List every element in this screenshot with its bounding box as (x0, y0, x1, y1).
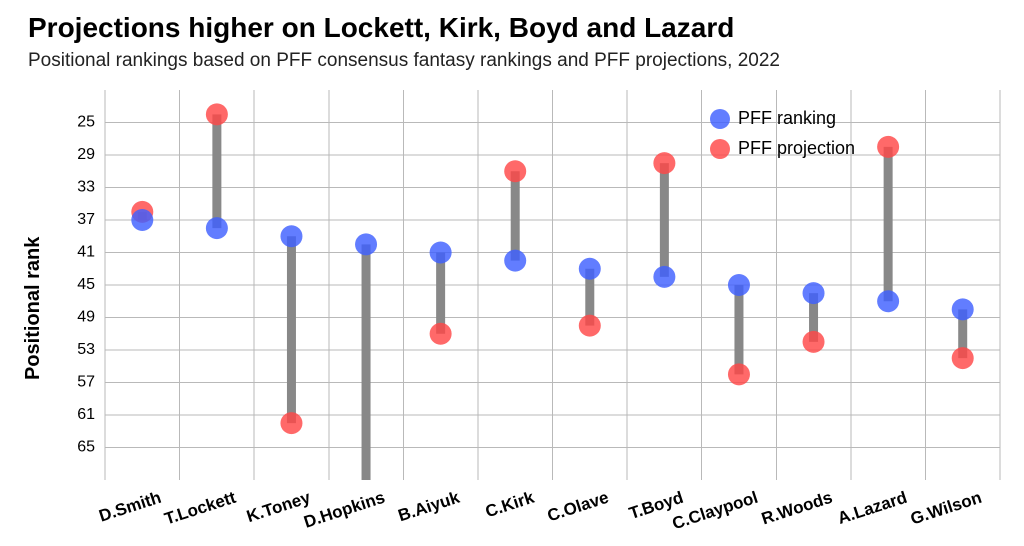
y-tick-label: 45 (77, 276, 95, 293)
y-tick-label: 37 (77, 211, 95, 228)
y-tick-label: 49 (77, 309, 95, 326)
y-tick-label: 29 (77, 146, 95, 163)
legend-dot-icon (710, 139, 730, 159)
legend-label: PFF projection (738, 138, 855, 159)
ranking-dot (728, 274, 750, 296)
legend-item-ranking: PFF ranking (710, 108, 836, 129)
x-tick-label: R.Woods (759, 488, 835, 529)
grid (105, 90, 1000, 480)
y-tick-label: 61 (77, 406, 95, 423)
y-tick-label: 53 (77, 341, 95, 358)
legend-label: PFF ranking (738, 108, 836, 129)
ranking-dot (355, 233, 377, 255)
ranking-dot (877, 290, 899, 312)
ranking-dot (653, 266, 675, 288)
projection-dot (504, 160, 526, 182)
x-tick-label: T.Lockett (162, 488, 238, 529)
ranking-dot (206, 217, 228, 239)
x-tick-label: B.Aiyuk (396, 488, 463, 526)
ranking-dot (952, 298, 974, 320)
ranking-dot (579, 258, 601, 280)
ranking-dot (131, 209, 153, 231)
projection-dot (952, 347, 974, 369)
x-tick-label: D.Smith (97, 488, 164, 526)
projection-dot (579, 315, 601, 337)
projection-dot (430, 323, 452, 345)
ranking-dot (430, 242, 452, 264)
x-tick-label: G.Wilson (908, 488, 984, 529)
x-tick-label: A.Lazard (835, 488, 909, 528)
x-tick-label: C.Claypool (670, 488, 760, 534)
projection-dot (280, 412, 302, 434)
y-tick-label: 33 (77, 179, 95, 196)
ranking-dot (803, 282, 825, 304)
legend-item-projection: PFF projection (710, 138, 855, 159)
y-tick-label: 57 (77, 374, 95, 391)
projection-dot (206, 103, 228, 125)
chart-plot: 2529333741454953576165D.SmithT.LockettK.… (0, 0, 1024, 546)
y-tick-label: 65 (77, 439, 95, 456)
ranking-dot (504, 250, 526, 272)
x-tick-label: C.Olave (545, 488, 611, 526)
y-tick-label: 41 (77, 244, 95, 261)
ranking-dot (280, 225, 302, 247)
projection-dot (653, 152, 675, 174)
projection-dot (728, 363, 750, 385)
projection-dot (803, 331, 825, 353)
projection-dot (877, 136, 899, 158)
legend-dot-icon (710, 109, 730, 129)
x-tick-label: D.Hopkins (301, 488, 387, 532)
y-tick-label: 25 (77, 114, 95, 131)
x-tick-label: C.Kirk (483, 488, 537, 522)
